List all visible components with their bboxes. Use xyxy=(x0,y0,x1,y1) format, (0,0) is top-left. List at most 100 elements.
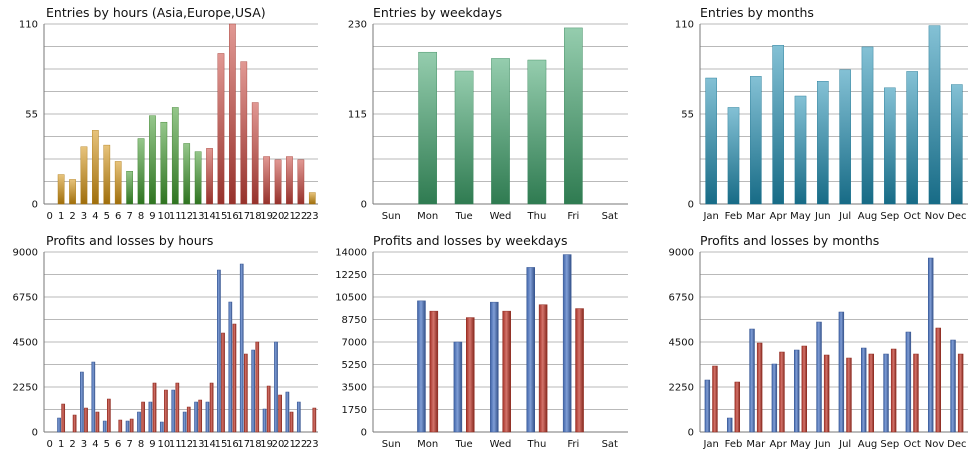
bar-1 xyxy=(57,174,65,205)
loss-bar-Mon xyxy=(429,310,439,433)
profit-bar-10 xyxy=(159,421,164,433)
x-tick-label: 9 xyxy=(149,211,155,222)
loss-bar-18 xyxy=(255,341,260,433)
x-tick-label: Mon xyxy=(417,211,438,222)
bar-Wed xyxy=(491,58,510,205)
loss-bar-9 xyxy=(152,382,157,433)
bar-5 xyxy=(103,144,111,205)
loss-bar-11 xyxy=(175,382,180,433)
x-tick-label: Oct xyxy=(904,439,921,450)
profit-bar-12 xyxy=(182,411,187,433)
bar-15 xyxy=(217,53,225,205)
profit-bar-Jun xyxy=(816,321,822,433)
bar-17 xyxy=(240,61,248,205)
bar-19 xyxy=(263,156,270,205)
profit-bar-Apr xyxy=(771,363,778,433)
profit-bar-Jul xyxy=(838,311,845,433)
profit-bar-Tue xyxy=(453,341,463,433)
profit-bar-Mar xyxy=(749,328,755,433)
loss-bar-17 xyxy=(243,353,248,433)
x-tick-label: 5 xyxy=(104,439,110,450)
bar-Fri xyxy=(564,27,583,205)
loss-bar-1 xyxy=(61,403,66,433)
bar-Apr xyxy=(772,45,784,205)
bar-Feb xyxy=(727,107,740,205)
x-tick-label: Jun xyxy=(814,211,831,222)
chart-title: Entries by months xyxy=(700,5,814,20)
x-tick-label: 20 xyxy=(272,439,285,450)
x-tick-label: 2 xyxy=(69,439,75,450)
x-tick-label: 6 xyxy=(115,211,121,222)
bar-7 xyxy=(126,171,133,205)
loss-bar-19 xyxy=(266,385,271,433)
bar-22 xyxy=(297,159,305,205)
y-tick-label: 3500 xyxy=(342,383,367,394)
bar-Sep xyxy=(884,87,896,205)
x-tick-label: 21 xyxy=(283,211,296,222)
loss-bar-Jan xyxy=(712,365,718,433)
x-tick-label: Sep xyxy=(880,439,899,450)
bar-May xyxy=(794,95,807,205)
bar-4 xyxy=(92,130,99,205)
profit-bar-3 xyxy=(80,371,84,433)
chart-entries-by-hours: Entries by hours (Asia,Europe,USA) 05511… xyxy=(19,5,319,222)
x-tick-label: 6 xyxy=(115,439,121,450)
x-tick-label: 11 xyxy=(169,211,182,222)
profit-bar-4 xyxy=(91,361,96,433)
loss-bar-Fri xyxy=(575,308,584,433)
y-tick-label: 110 xyxy=(19,20,38,31)
profit-bar-9 xyxy=(148,401,153,433)
x-tick-label: 18 xyxy=(249,211,262,222)
x-tick-label: Tue xyxy=(455,211,473,222)
y-tick-label: 6750 xyxy=(669,293,694,304)
loss-bar-Jul xyxy=(846,357,852,433)
chart-pl-by-months: Profits and losses by months 0 2250 4500 67… xyxy=(669,233,968,450)
x-tick-label: Nov xyxy=(925,439,945,450)
x-tick-label: May xyxy=(790,211,811,222)
bar-Jan xyxy=(705,77,717,205)
loss-bar-Sep xyxy=(890,348,897,433)
y-tick-label: 0 xyxy=(688,428,694,439)
x-tick-label: 5 xyxy=(104,211,110,222)
x-tick-label: 10 xyxy=(158,211,171,222)
chart-title: Profits and losses by months xyxy=(700,233,879,248)
profit-bar-Feb xyxy=(726,417,733,433)
x-tick-label: Aug xyxy=(858,211,878,222)
x-tick-label: 12 xyxy=(180,211,193,222)
x-tick-label: Mar xyxy=(746,211,766,222)
x-tick-label: 4 xyxy=(92,439,98,450)
x-tick-label: 15 xyxy=(215,211,228,222)
loss-bar-20 xyxy=(278,394,282,433)
x-tick-label: 12 xyxy=(180,439,193,450)
bar-Nov xyxy=(928,25,941,205)
chart-title: Entries by hours (Asia,Europe,USA) xyxy=(46,5,266,20)
x-tick-label: Sat xyxy=(602,211,618,222)
loss-bar-23 xyxy=(312,407,317,433)
bar-Mar xyxy=(750,76,762,205)
y-tick-label: 0 xyxy=(361,428,367,439)
chart-pl-by-weekdays: Profits and losses by weekdays 0 1750 3500… xyxy=(335,233,628,450)
x-tick-label: 17 xyxy=(237,211,250,222)
y-tick-label: 55 xyxy=(25,110,38,121)
x-tick-label: Sun xyxy=(382,439,401,450)
loss-bar-8 xyxy=(141,401,145,433)
y-tick-label: 12250 xyxy=(335,270,367,281)
bar-Tue xyxy=(454,70,474,205)
loss-bar-Mar xyxy=(756,342,763,433)
bar-6 xyxy=(114,161,122,205)
bar-21 xyxy=(286,156,293,205)
x-tick-label: 1 xyxy=(58,211,64,222)
y-tick-label: 230 xyxy=(348,20,367,31)
profit-bar-14 xyxy=(205,401,210,433)
x-tick-label: 10 xyxy=(158,439,171,450)
profit-bar-22 xyxy=(296,401,301,433)
profit-bar-Wed xyxy=(490,301,499,433)
profit-bar-5 xyxy=(102,420,107,433)
loss-bar-Nov xyxy=(935,327,942,433)
y-tick-label: 0 xyxy=(32,200,38,211)
x-tick-label: Dec xyxy=(947,439,966,450)
x-tick-label: 16 xyxy=(226,439,239,450)
y-tick-label: 0 xyxy=(688,200,694,211)
profit-bar-Fri xyxy=(562,254,572,433)
